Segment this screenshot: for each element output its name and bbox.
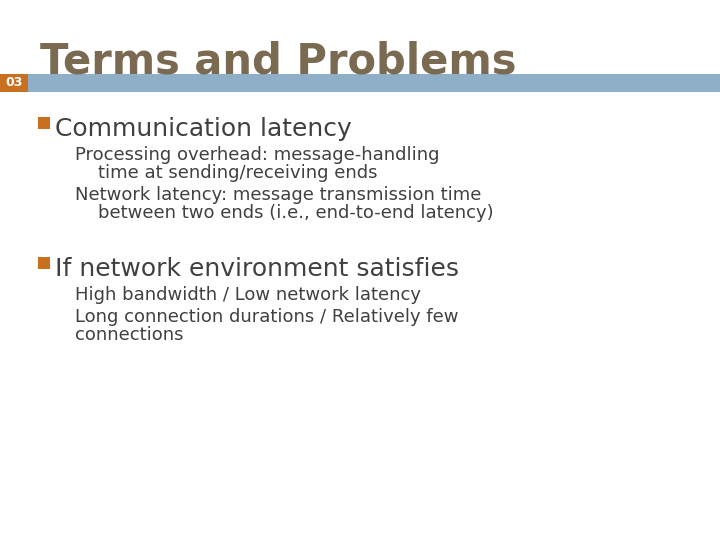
Text: High bandwidth / Low network latency: High bandwidth / Low network latency bbox=[75, 286, 421, 304]
Bar bbox=[38, 257, 50, 269]
Text: Communication latency: Communication latency bbox=[55, 117, 352, 141]
Bar bbox=[0, 74, 720, 92]
Text: time at sending/receiving ends: time at sending/receiving ends bbox=[75, 164, 377, 182]
Text: connections: connections bbox=[75, 326, 184, 344]
Bar bbox=[38, 117, 50, 129]
Text: 03: 03 bbox=[5, 77, 23, 90]
Text: Network latency: message transmission time: Network latency: message transmission ti… bbox=[75, 186, 482, 204]
Bar bbox=[0, 74, 28, 92]
Text: between two ends (i.e., end-to-end latency): between two ends (i.e., end-to-end laten… bbox=[75, 204, 494, 222]
Text: Long connection durations / Relatively few: Long connection durations / Relatively f… bbox=[75, 308, 459, 326]
Text: Processing overhead: message-handling: Processing overhead: message-handling bbox=[75, 146, 439, 164]
Text: If network environment satisfies: If network environment satisfies bbox=[55, 257, 459, 281]
Text: Terms and Problems: Terms and Problems bbox=[40, 40, 516, 82]
